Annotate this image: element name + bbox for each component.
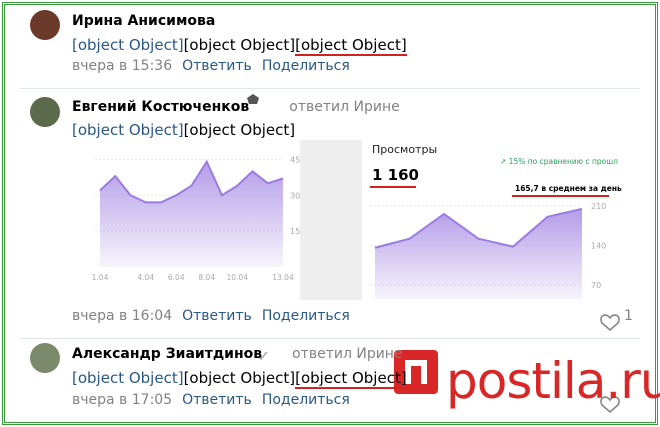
text-run[interactable]: [object Object] <box>72 121 184 139</box>
comment-text: [object Object][object Object][object Ob… <box>72 369 407 389</box>
author-name[interactable]: Ирина Анисимова <box>72 13 216 29</box>
text-run: [object Object] <box>183 369 296 387</box>
text-run: [object Object] <box>295 369 407 389</box>
text-run[interactable]: [object Object] <box>72 36 184 54</box>
action[interactable]: Ответить <box>182 308 252 324</box>
action[interactable]: Поделиться <box>261 58 350 74</box>
reply-to: ответил Ирине <box>289 99 400 115</box>
y-tick-label: 140 <box>591 242 606 251</box>
text-run: [object Object] <box>183 36 296 54</box>
x-tick-label: 13.04 <box>272 273 294 282</box>
like-count: 1 <box>624 308 633 324</box>
comment-meta: вчера в 17:05 Ответить Поделиться <box>72 392 350 408</box>
separator <box>20 338 640 339</box>
sticker-icon <box>247 94 259 104</box>
average: 165,7 в среднем за день <box>515 184 622 193</box>
y-tick-label: 15 <box>290 227 300 236</box>
like-icon[interactable] <box>600 314 620 331</box>
comment-meta: вчера в 16:04 Ответить Поделиться <box>72 308 350 324</box>
action[interactable]: Ответить <box>182 392 252 408</box>
text-run: [object Object] <box>295 36 407 56</box>
watermark-logo <box>394 350 438 394</box>
action[interactable]: Ответить <box>182 58 252 74</box>
avatar[interactable] <box>30 10 60 40</box>
comment-meta: вчера в 15:36 Ответить Поделиться <box>72 58 350 74</box>
text-run: [object Object] <box>183 121 296 139</box>
action[interactable]: Поделиться <box>261 308 350 324</box>
author-name[interactable]: Евгений Костюченков <box>72 99 250 115</box>
text-run[interactable]: [object Object] <box>72 369 184 387</box>
line <box>99 159 284 204</box>
avatar[interactable] <box>30 97 60 127</box>
comment-header: Евгений Костюченков ответил Ирине <box>72 96 400 115</box>
area <box>100 161 283 267</box>
time: вчера в 17:05 <box>72 392 173 408</box>
comment-text: [object Object][object Object][object Ob… <box>72 36 407 56</box>
comment-header: Ирина Анисимова <box>72 10 215 29</box>
chart-title: Просмотры <box>372 143 437 156</box>
y-tick-label: 70 <box>591 281 601 290</box>
x-tick-label: 1.04 <box>92 273 109 282</box>
check-icon <box>257 351 268 361</box>
y-tick-label: 210 <box>591 202 606 211</box>
total: 1 160 <box>372 166 419 184</box>
line <box>374 207 583 249</box>
area <box>375 208 582 300</box>
x-tick-label: 8.04 <box>198 273 215 282</box>
action[interactable]: Поделиться <box>261 392 350 408</box>
separator <box>20 88 640 89</box>
x-tick-label: 4.04 <box>137 273 154 282</box>
comment-text: [object Object][object Object] <box>72 121 295 139</box>
time: вчера в 15:36 <box>72 58 173 74</box>
x-tick-label: 10.04 <box>227 273 249 282</box>
like-icon[interactable] <box>600 396 620 413</box>
author-name[interactable]: Александр Зиаитдинов <box>72 346 263 362</box>
comment-header: Александр Зиаитдинов ответил Ирине <box>72 343 403 362</box>
y-tick-label: 45 <box>290 155 300 164</box>
change-box: ↗ 15% по сравнению с прошлой неделей <box>500 157 618 166</box>
reply-to: ответил Ирине <box>292 346 403 362</box>
time: вчера в 16:04 <box>72 308 173 324</box>
watermark: postila.ru <box>446 352 660 410</box>
change: ↗ 15% по сравнению с прошлой неделей <box>500 157 618 166</box>
avatar[interactable] <box>30 343 60 373</box>
x-tick-label: 6.04 <box>168 273 185 282</box>
y-tick-label: 30 <box>290 191 300 200</box>
